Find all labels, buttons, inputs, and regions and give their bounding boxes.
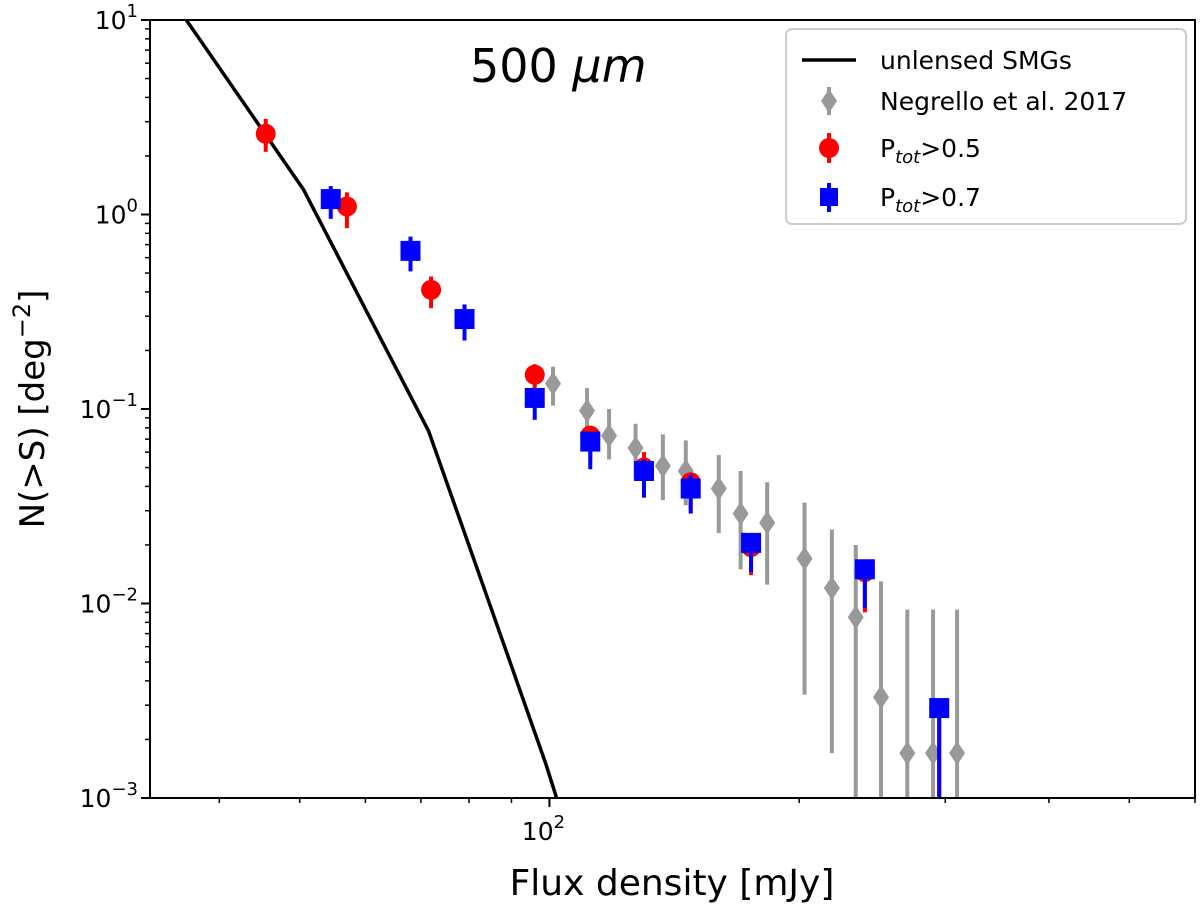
marker-diamond-10 (823, 576, 840, 601)
marker-square-8 (854, 559, 875, 580)
y-tick-label-1: 10−2 (80, 585, 138, 619)
y-axis-label-main: N(>S) [deg (13, 338, 53, 528)
marker-diamond-2 (601, 423, 618, 448)
x-tick-label-0: 102 (522, 812, 565, 846)
legend-label-ptot05-main: P (880, 134, 895, 163)
data-layer (184, 20, 966, 798)
marker-diamond-0 (545, 371, 562, 396)
legend-label-unlensed: unlensed SMGs (880, 46, 1072, 75)
legend-label-negrello: Negrello et al. 2017 (880, 87, 1127, 116)
marker-circle-0 (255, 123, 276, 144)
chart-title-unit: μm (571, 39, 646, 93)
marker-diamond-3 (627, 436, 644, 461)
marker-diamond-14 (925, 741, 942, 766)
marker-diamond-15 (949, 741, 966, 766)
marker-diamond-13 (899, 741, 916, 766)
marker-square-7 (741, 532, 762, 553)
chart-title-main: 500 (470, 39, 572, 93)
marker-circle-1 (336, 196, 357, 217)
marker-diamond-12 (873, 685, 890, 710)
legend-label-ptot07: Ptot>0.7 (880, 183, 981, 217)
y-tick-label-2: 10−1 (80, 390, 138, 424)
marker-circle-2 (421, 279, 442, 300)
marker-diamond-8 (759, 510, 776, 535)
ticks-layer: 10−3 10−2 10−1 100 101 102 (80, 1, 1196, 846)
x-axis-label: Flux density [mJy] (510, 863, 835, 904)
marker-square-2 (454, 309, 475, 330)
marker-diamond-9 (796, 546, 813, 571)
marker-square-5 (633, 460, 654, 481)
y-tick-label-4: 101 (95, 1, 138, 35)
legend: unlensed SMGs Negrello et al. 2017 Ptot>… (785, 28, 1187, 225)
marker-square-4 (580, 431, 601, 452)
marker-diamond-1 (579, 398, 596, 423)
y-axis-label: N(>S) [deg−2] (8, 290, 53, 529)
chart-title: 500 μm (470, 39, 647, 93)
series-line-unlensed (184, 20, 559, 798)
marker-diamond-4 (654, 453, 671, 478)
legend-frame (785, 28, 1187, 225)
marker-diamond-7 (732, 501, 749, 526)
marker-diamond-11 (847, 605, 864, 630)
marker-square-6 (680, 478, 701, 499)
plot-area (184, 20, 966, 798)
marker-square-0 (320, 189, 341, 210)
y-axis-label-sup: −2 (8, 303, 36, 338)
legend-label-ptot05-tail: >0.5 (920, 134, 981, 163)
legend-label-ptot05: Ptot>0.5 (880, 134, 981, 168)
legend-marker-ptot07 (820, 183, 838, 212)
legend-marker-negrello (821, 87, 837, 115)
marker-square-3 (524, 387, 545, 408)
marker-circle-3 (524, 364, 545, 385)
marker-square-1 (400, 240, 421, 261)
legend-label-ptot07-tail: >0.7 (920, 183, 981, 212)
marker-diamond-6 (710, 476, 727, 501)
marker-square-9 (929, 698, 950, 719)
legend-marker-ptot05 (819, 133, 839, 163)
legend-label-ptot07-main: P (880, 183, 895, 212)
y-tick-label-0: 10−3 (80, 779, 138, 813)
legend-label-ptot05-sub: tot (895, 147, 921, 168)
y-tick-label-3: 100 (95, 196, 138, 230)
y-axis-label-end: ] (13, 290, 53, 303)
legend-label-ptot07-sub: tot (895, 196, 921, 217)
